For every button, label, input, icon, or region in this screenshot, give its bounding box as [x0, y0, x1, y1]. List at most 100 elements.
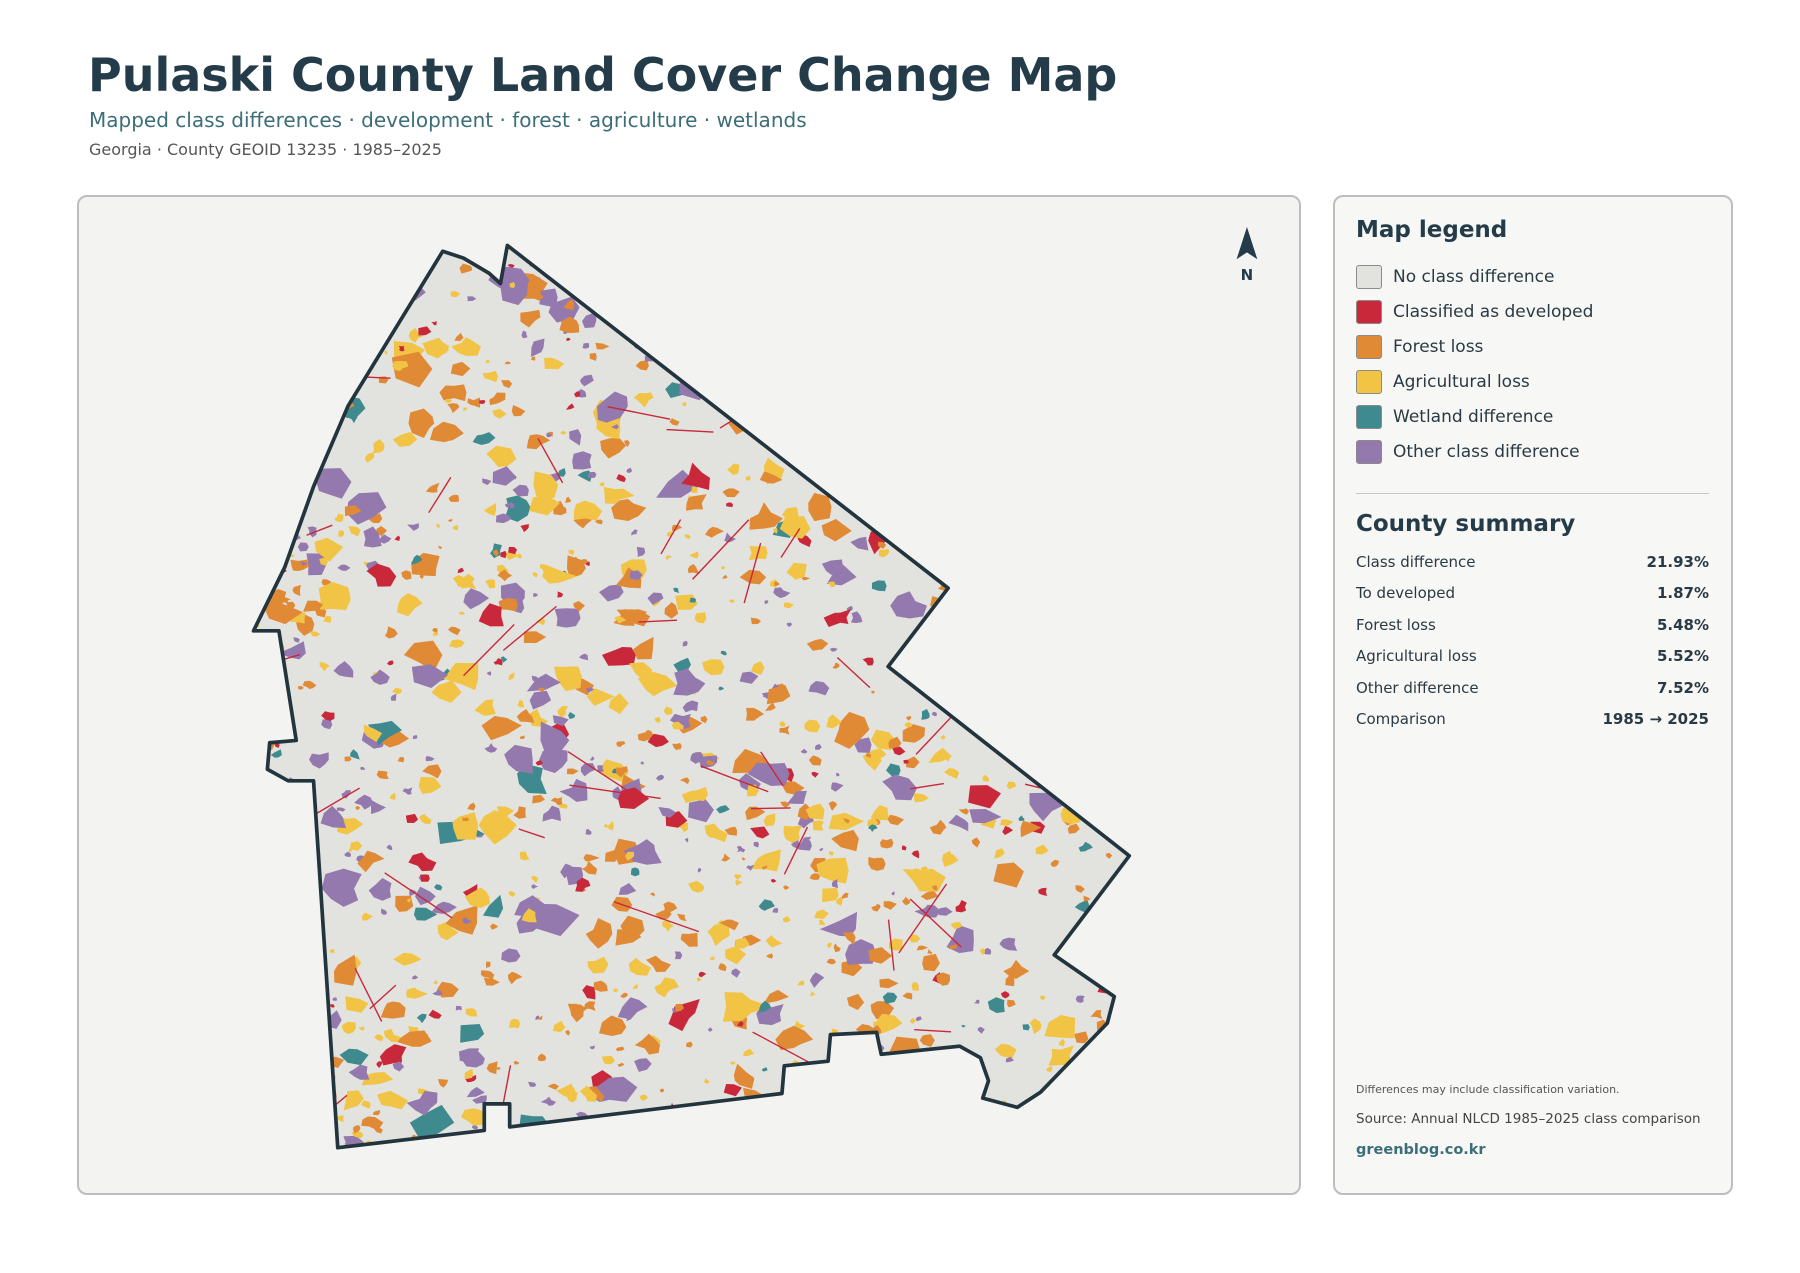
- change-patch: [758, 1000, 772, 1013]
- change-patch: [948, 944, 958, 950]
- change-patch: [718, 686, 725, 691]
- change-patch: [902, 896, 911, 906]
- change-patch: [1119, 821, 1125, 828]
- change-patch: [655, 774, 665, 781]
- change-patch: [1046, 512, 1062, 526]
- change-patch: [253, 862, 270, 876]
- change-patch: [300, 561, 308, 566]
- road-change: [904, 378, 928, 399]
- change-patch: [871, 904, 881, 912]
- change-patch: [905, 756, 920, 769]
- change-patch: [1051, 681, 1078, 704]
- change-patch: [826, 714, 842, 729]
- change-patch: [673, 657, 691, 672]
- change-patch: [580, 763, 597, 777]
- change-patch: [1009, 725, 1019, 731]
- change-patch: [674, 951, 683, 960]
- change-patch: [798, 280, 805, 286]
- change-patch: [953, 294, 964, 302]
- change-patch: [253, 1066, 280, 1086]
- legend-swatch: [1356, 370, 1382, 394]
- change-patch: [805, 370, 814, 383]
- change-patch: [1064, 302, 1078, 312]
- change-patch: [466, 1086, 485, 1098]
- change-patch: [735, 937, 750, 949]
- change-patch: [1005, 975, 1015, 987]
- change-patch: [994, 1043, 1017, 1059]
- change-patch: [336, 1115, 344, 1122]
- change-patch: [268, 267, 278, 278]
- change-patch: [841, 892, 849, 900]
- change-patch: [845, 939, 877, 965]
- change-patch: [866, 473, 877, 484]
- change-patch: [835, 896, 843, 906]
- change-patch: [991, 559, 1029, 578]
- change-patch: [864, 325, 870, 331]
- change-patch: [533, 593, 539, 597]
- change-patch: [1120, 726, 1125, 731]
- change-patch: [742, 1048, 755, 1057]
- change-patch: [498, 597, 518, 612]
- road-change: [939, 1108, 998, 1148]
- change-patch: [750, 617, 761, 625]
- change-patch: [688, 236, 694, 240]
- change-patch: [897, 395, 910, 403]
- change-patch: [811, 771, 819, 778]
- change-patch: [856, 505, 869, 517]
- change-patch: [1115, 455, 1130, 472]
- change-patch: [254, 245, 265, 247]
- change-patch: [1129, 503, 1135, 508]
- change-patch: [587, 471, 597, 478]
- change-patch: [1015, 385, 1044, 409]
- change-patch: [1030, 501, 1046, 511]
- change-patch: [478, 603, 504, 627]
- change-patch: [541, 257, 551, 267]
- change-patch: [971, 455, 991, 471]
- change-patch: [741, 345, 748, 350]
- change-patch: [892, 245, 910, 254]
- change-patch: [611, 499, 647, 521]
- change-patch: [1093, 680, 1100, 686]
- change-patch: [508, 672, 515, 681]
- change-patch: [1090, 422, 1095, 428]
- change-patch: [1079, 681, 1086, 688]
- change-patch: [741, 857, 746, 861]
- change-patch: [1093, 538, 1102, 547]
- change-patch: [372, 1109, 381, 1116]
- change-patch: [746, 864, 755, 871]
- change-patch: [601, 287, 608, 295]
- change-patch: [568, 549, 575, 556]
- change-patch: [1102, 755, 1107, 761]
- change-patch: [259, 357, 267, 365]
- road-change: [783, 826, 809, 875]
- change-patch: [463, 588, 490, 610]
- change-patch: [552, 1020, 566, 1033]
- change-patch: [573, 600, 586, 612]
- change-patch: [403, 240, 408, 245]
- change-patch: [409, 1104, 455, 1138]
- change-patch: [601, 646, 636, 666]
- change-patch: [531, 338, 545, 358]
- change-patch: [1064, 643, 1072, 650]
- change-patch: [636, 546, 646, 557]
- change-patch: [472, 432, 496, 445]
- change-patch: [508, 546, 518, 555]
- change-patch: [277, 596, 288, 605]
- change-patch: [806, 638, 829, 651]
- road-change: [898, 883, 948, 954]
- change-patch: [432, 627, 438, 633]
- change-patch: [479, 400, 486, 405]
- road-change: [428, 477, 452, 514]
- change-patch: [604, 264, 633, 285]
- summary-value: 1985 → 2025: [1602, 710, 1709, 728]
- summary-value: 7.52%: [1656, 678, 1709, 697]
- change-patch: [682, 700, 699, 713]
- change-patch: [793, 317, 803, 324]
- change-patch: [843, 1042, 867, 1060]
- change-patch: [827, 942, 833, 949]
- change-patch: [508, 971, 523, 985]
- change-patch: [422, 764, 442, 779]
- change-patch: [299, 850, 310, 863]
- road-change: [916, 415, 980, 446]
- change-patch: [596, 418, 621, 440]
